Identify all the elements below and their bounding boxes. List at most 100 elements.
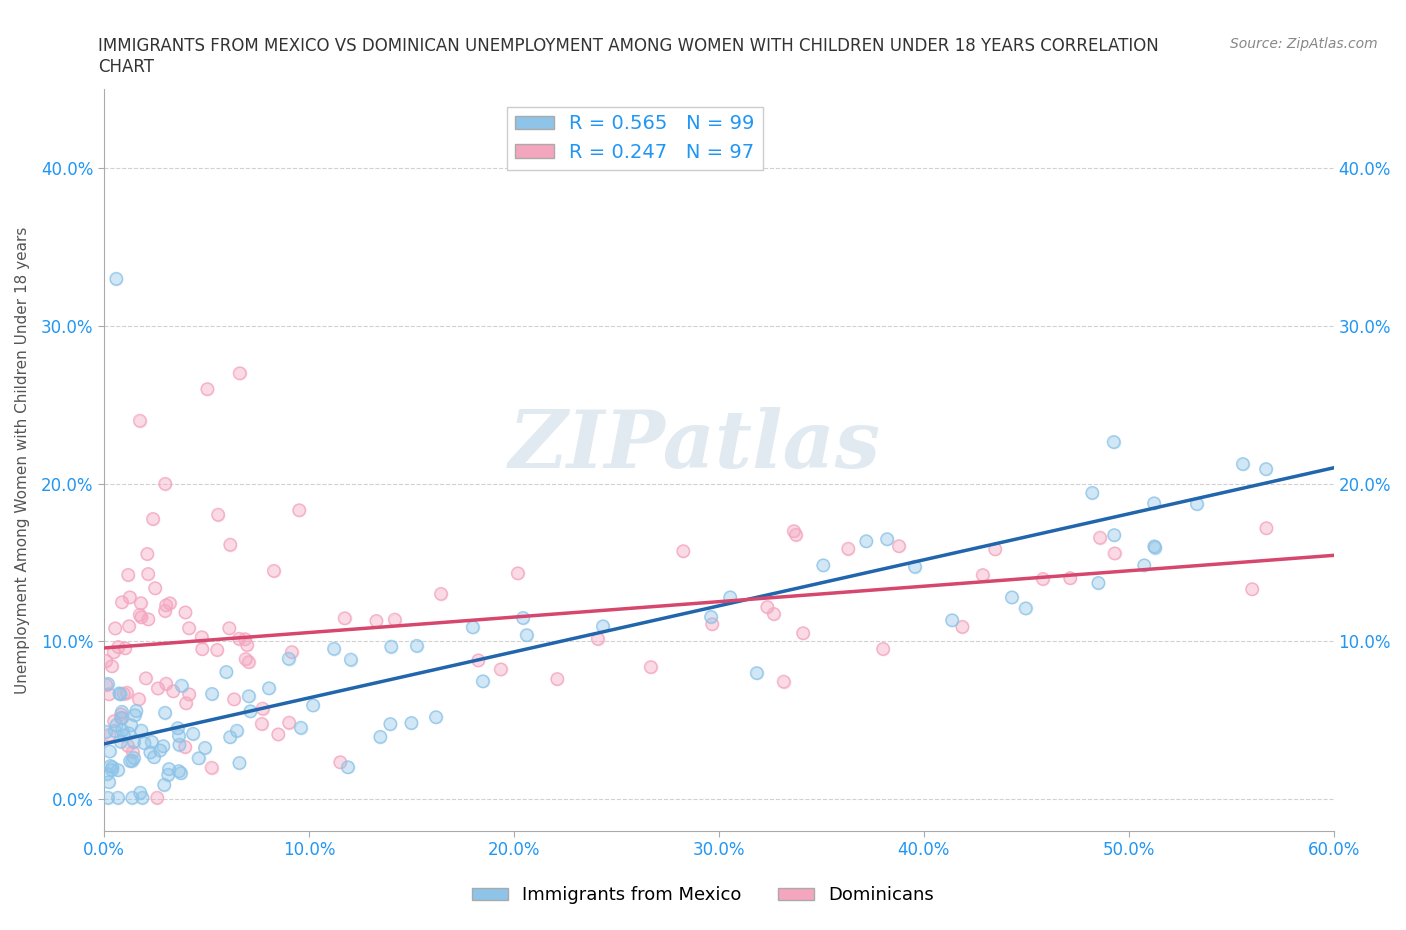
Point <box>111 595 134 610</box>
Point <box>191 642 214 657</box>
Point <box>228 365 250 380</box>
Point <box>984 542 1007 557</box>
Point <box>278 715 301 730</box>
Point <box>323 642 346 657</box>
Point <box>111 704 134 719</box>
Point <box>174 605 197 620</box>
Point <box>141 735 163 750</box>
Point <box>238 689 260 704</box>
Point <box>174 739 197 754</box>
Point <box>467 653 489 668</box>
Point <box>169 737 191 752</box>
Point <box>117 738 139 753</box>
Point <box>136 612 159 627</box>
Point <box>218 621 240 636</box>
Point <box>461 620 484 635</box>
Point <box>941 613 963 628</box>
Point <box>772 674 794 689</box>
Point <box>872 642 894 657</box>
Point <box>700 609 723 624</box>
Point <box>136 566 159 581</box>
Point <box>267 727 290 742</box>
Point <box>783 524 806 538</box>
Point <box>142 512 165 526</box>
Point <box>121 790 143 805</box>
Point <box>702 617 724 631</box>
Point <box>179 687 201 702</box>
Point <box>952 619 974 634</box>
Point <box>98 686 121 701</box>
Point <box>122 751 145 765</box>
Point <box>984 542 1007 557</box>
Point <box>118 618 141 633</box>
Point <box>118 753 141 768</box>
Point <box>179 687 201 702</box>
Point <box>201 686 224 701</box>
Point <box>257 681 280 696</box>
Point <box>1133 558 1156 573</box>
Point <box>339 652 361 667</box>
Point <box>111 704 134 719</box>
Point <box>117 726 139 741</box>
Point <box>236 637 259 652</box>
Point <box>112 686 135 701</box>
Point <box>108 686 131 701</box>
Point <box>125 703 148 718</box>
Point <box>112 728 135 743</box>
Point <box>430 586 453 601</box>
Point <box>222 692 245 707</box>
Point <box>384 612 406 627</box>
Point <box>277 651 299 666</box>
Point <box>672 544 695 559</box>
Point <box>756 600 779 615</box>
Point <box>1256 521 1278 536</box>
Point <box>166 721 188 736</box>
Point <box>785 527 807 542</box>
Point <box>333 611 356 626</box>
Point <box>1001 590 1024 604</box>
Point <box>118 590 141 604</box>
Point <box>104 621 127 636</box>
Point <box>329 755 352 770</box>
Point <box>516 628 538 643</box>
Point <box>194 740 217 755</box>
Point <box>98 744 121 759</box>
Point <box>103 644 125 659</box>
Point <box>94 677 117 692</box>
Point <box>107 640 129 655</box>
Point <box>135 671 157 685</box>
Point <box>257 681 280 696</box>
Point <box>718 590 741 604</box>
Point <box>837 541 859 556</box>
Point <box>115 685 138 700</box>
Point <box>110 707 132 722</box>
Point <box>1241 582 1264 597</box>
Point <box>1088 530 1111 545</box>
Point <box>837 541 859 556</box>
Point <box>117 726 139 741</box>
Point <box>489 662 512 677</box>
Point <box>167 728 190 743</box>
Point <box>219 730 242 745</box>
Point <box>201 686 224 701</box>
Point <box>329 755 352 770</box>
Point <box>813 558 835 573</box>
Point <box>405 638 427 653</box>
Point <box>117 738 139 753</box>
Point <box>512 610 534 625</box>
Point <box>215 664 238 679</box>
Point <box>506 565 529 580</box>
Point <box>139 745 162 760</box>
Point <box>110 711 132 725</box>
Point <box>339 652 361 667</box>
Point <box>174 739 197 754</box>
Point <box>94 654 117 669</box>
Point <box>366 614 388 629</box>
Point <box>1032 571 1054 586</box>
Point <box>370 729 392 744</box>
Point <box>512 610 534 625</box>
Point <box>640 659 662 674</box>
Point <box>1144 540 1167 555</box>
Point <box>124 708 146 723</box>
Point <box>146 790 169 805</box>
